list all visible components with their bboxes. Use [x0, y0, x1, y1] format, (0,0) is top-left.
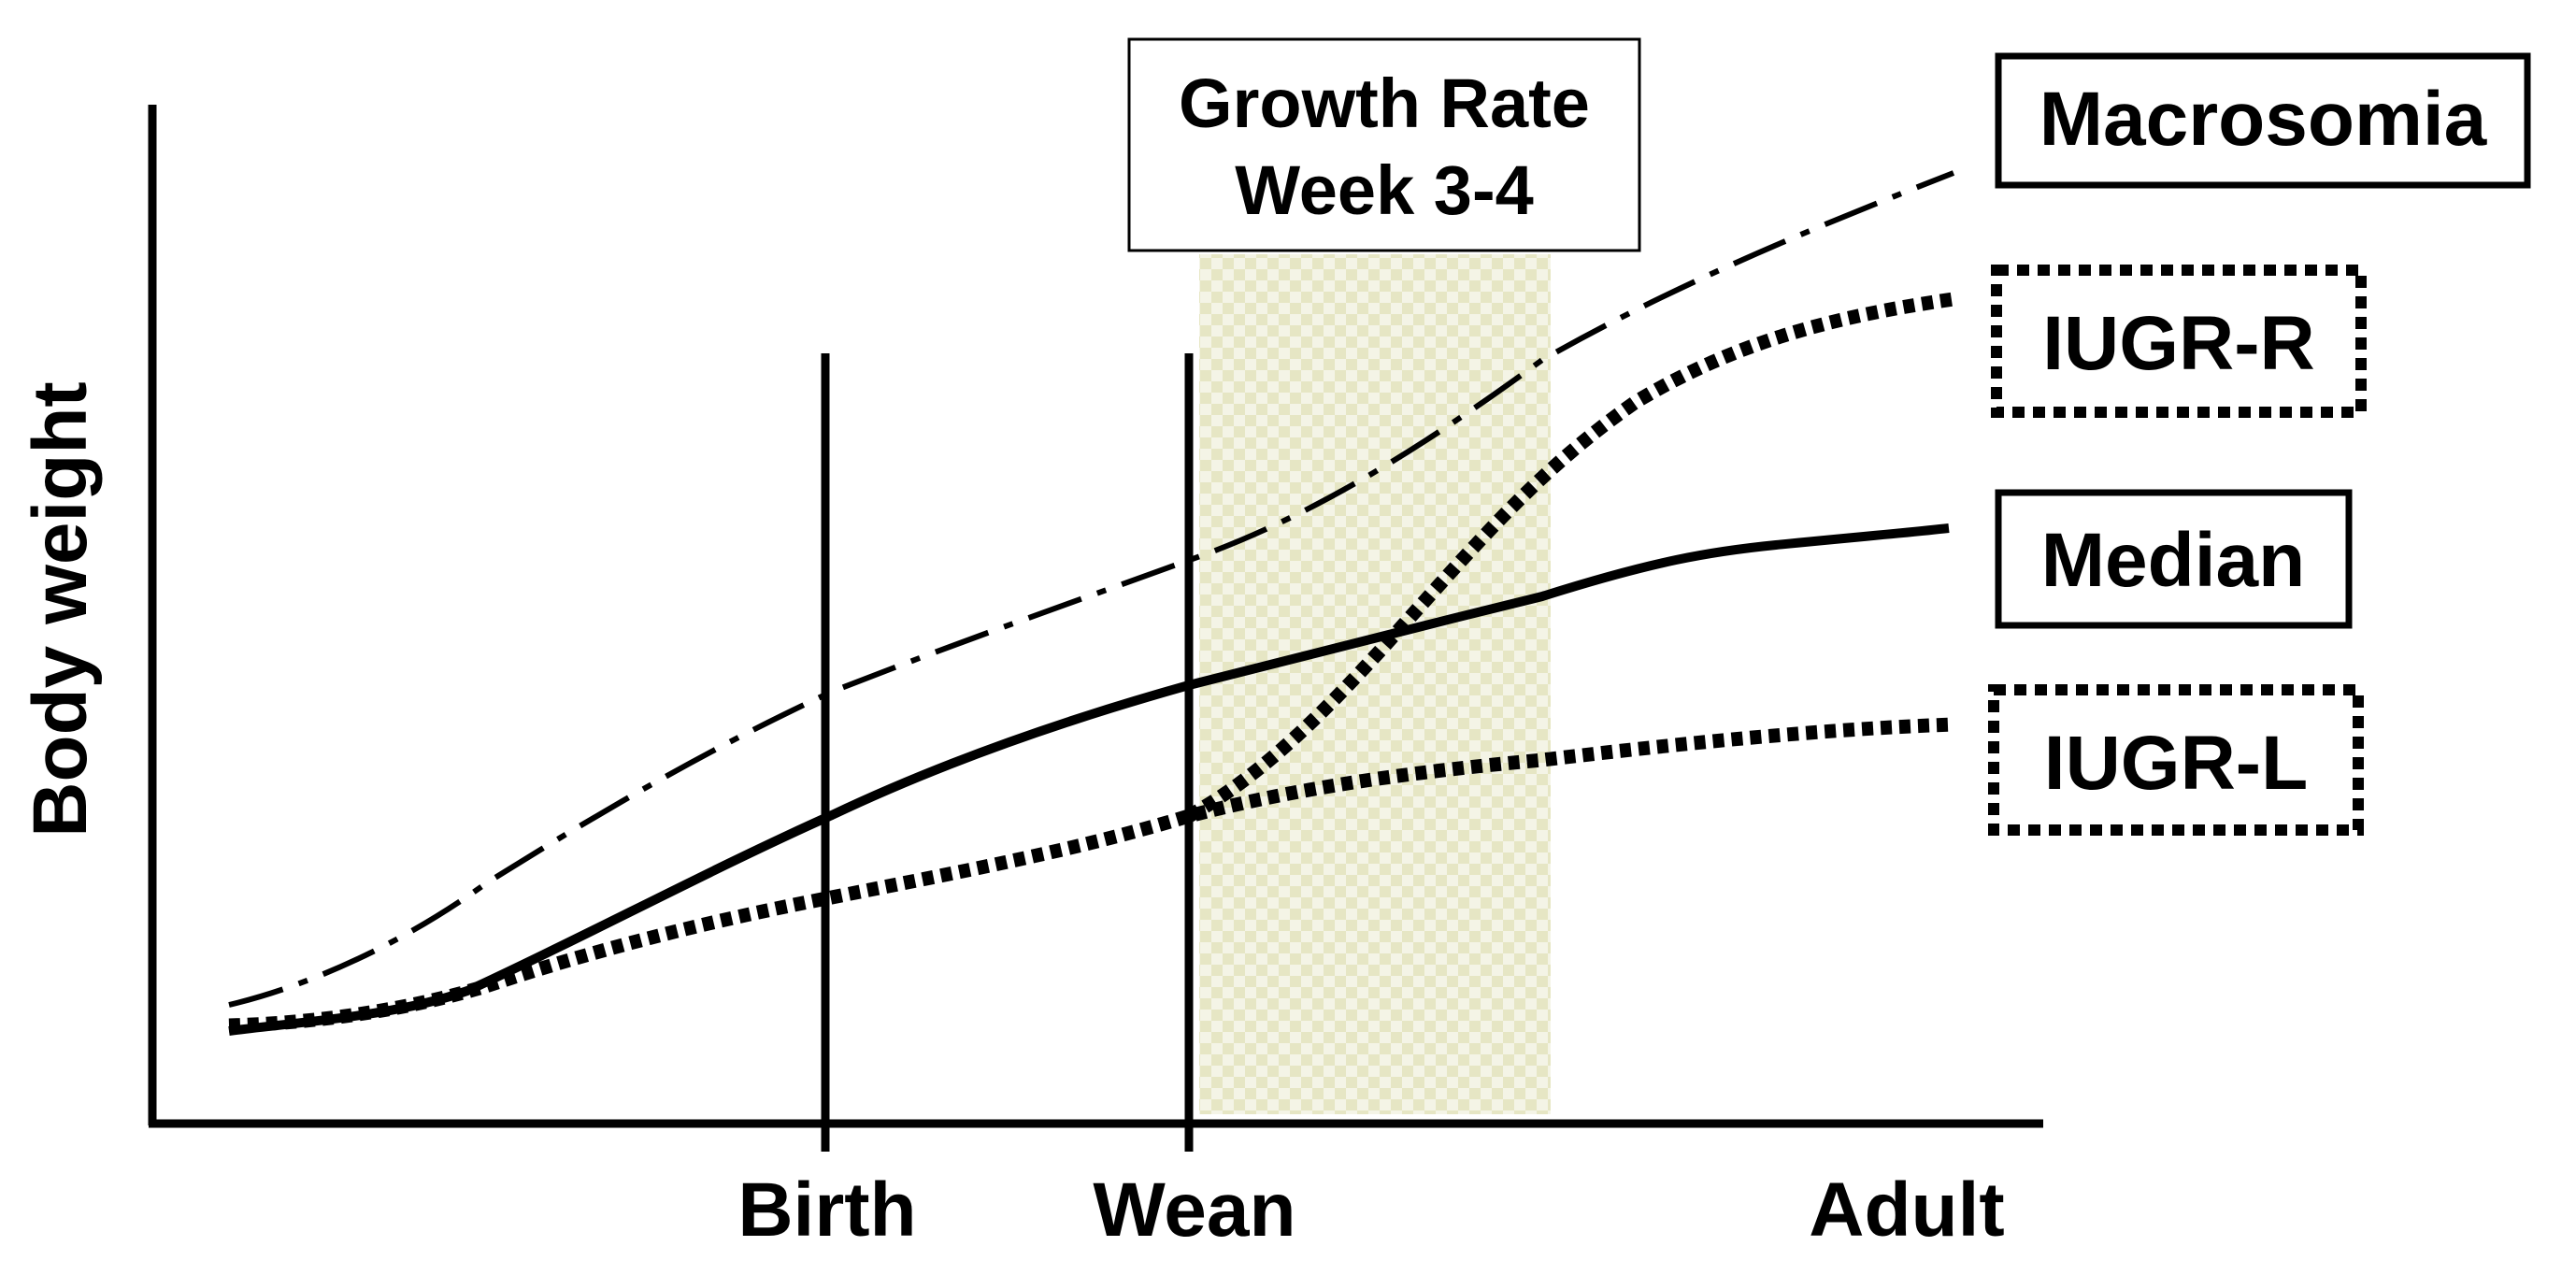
growth-window-line1: Growth Rate: [1179, 64, 1590, 142]
iugr-l-curve: [228, 717, 1954, 1033]
median-label: Median: [2041, 518, 2305, 603]
x-tick-adult: Adult: [1809, 1168, 2004, 1253]
growth-window-box: [1127, 37, 1641, 252]
growth-window-line2: Week 3-4: [1235, 151, 1534, 229]
median-curve: [228, 523, 1950, 1036]
x-tick-birth: Birth: [737, 1168, 916, 1253]
growth-window-shading: [1199, 254, 1551, 1114]
macrosomia-box: [1995, 52, 2531, 189]
iugr-l-box: [1988, 684, 2364, 836]
macrosomia-label: Macrosomia: [2039, 77, 2488, 162]
iugr-r-label: IUGR-R: [2042, 301, 2315, 386]
macrosomia-curve: [228, 170, 1955, 1008]
iugr-l-label: IUGR-L: [2044, 721, 2308, 806]
iugr-r-curve: [1185, 292, 1955, 823]
iugr-r-box: [1991, 265, 2367, 418]
y-axis-label: Body weight: [18, 381, 103, 837]
x-tick-wean: Wean: [1093, 1168, 1295, 1253]
median-box: [1995, 489, 2353, 629]
